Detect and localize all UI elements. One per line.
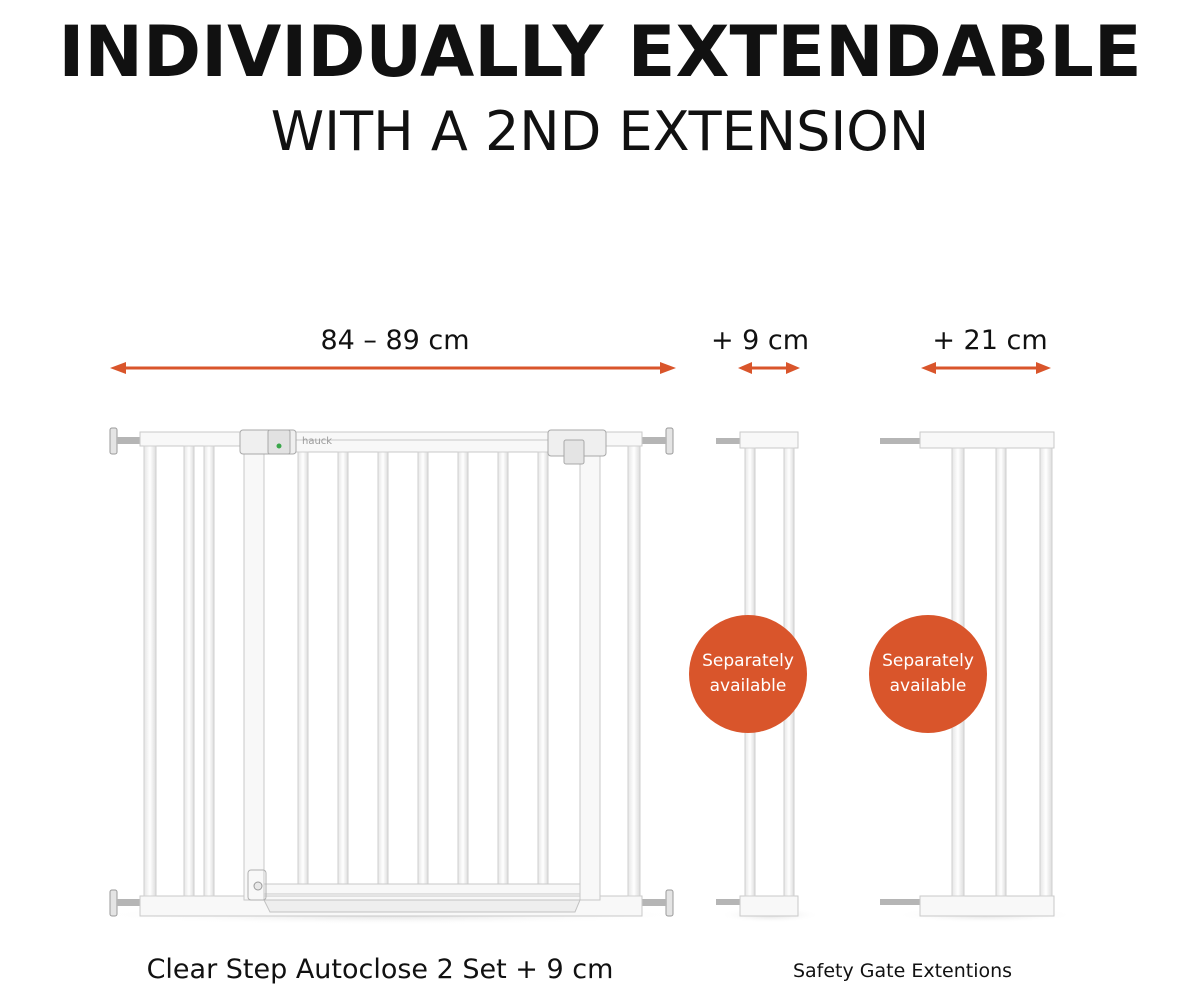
pressure-bolt-bottom-left	[109, 889, 143, 917]
extension-large-arrow	[921, 362, 1051, 374]
main-product-caption: Clear Step Autoclose 2 Set + 9 cm	[146, 954, 614, 985]
gate-latch	[547, 429, 607, 465]
extensions-caption: Safety Gate Extentions	[792, 960, 1013, 982]
badge-line-2: available	[889, 676, 967, 696]
extension-21cm	[880, 431, 1055, 917]
gate-lock-handle	[239, 429, 297, 455]
main-width-label: 84 – 89 cm	[320, 325, 470, 356]
badge-line-1: Separately	[702, 651, 794, 671]
badge-line-1: Separately	[882, 651, 974, 671]
main-width-arrow	[110, 362, 676, 374]
badge-line-2: available	[709, 676, 787, 696]
pressure-bolt-bottom-right	[640, 889, 674, 917]
separately-available-badge: Separately available	[869, 615, 987, 733]
extension-small-label: + 9 cm	[710, 325, 810, 356]
main-gate: hauck	[109, 427, 674, 917]
extension-small-arrow	[738, 362, 800, 374]
page-title: INDIVIDUALLY EXTENDABLE	[58, 11, 1142, 93]
separately-available-badge: Separately available	[689, 615, 807, 733]
pressure-bolt-top-left	[109, 427, 143, 455]
extension-large-label: + 21 cm	[932, 325, 1048, 356]
page-subtitle: WITH A 2ND EXTENSION	[270, 100, 930, 163]
brand-logo: hauck	[302, 436, 332, 447]
pressure-bolt-top-right	[640, 427, 674, 455]
